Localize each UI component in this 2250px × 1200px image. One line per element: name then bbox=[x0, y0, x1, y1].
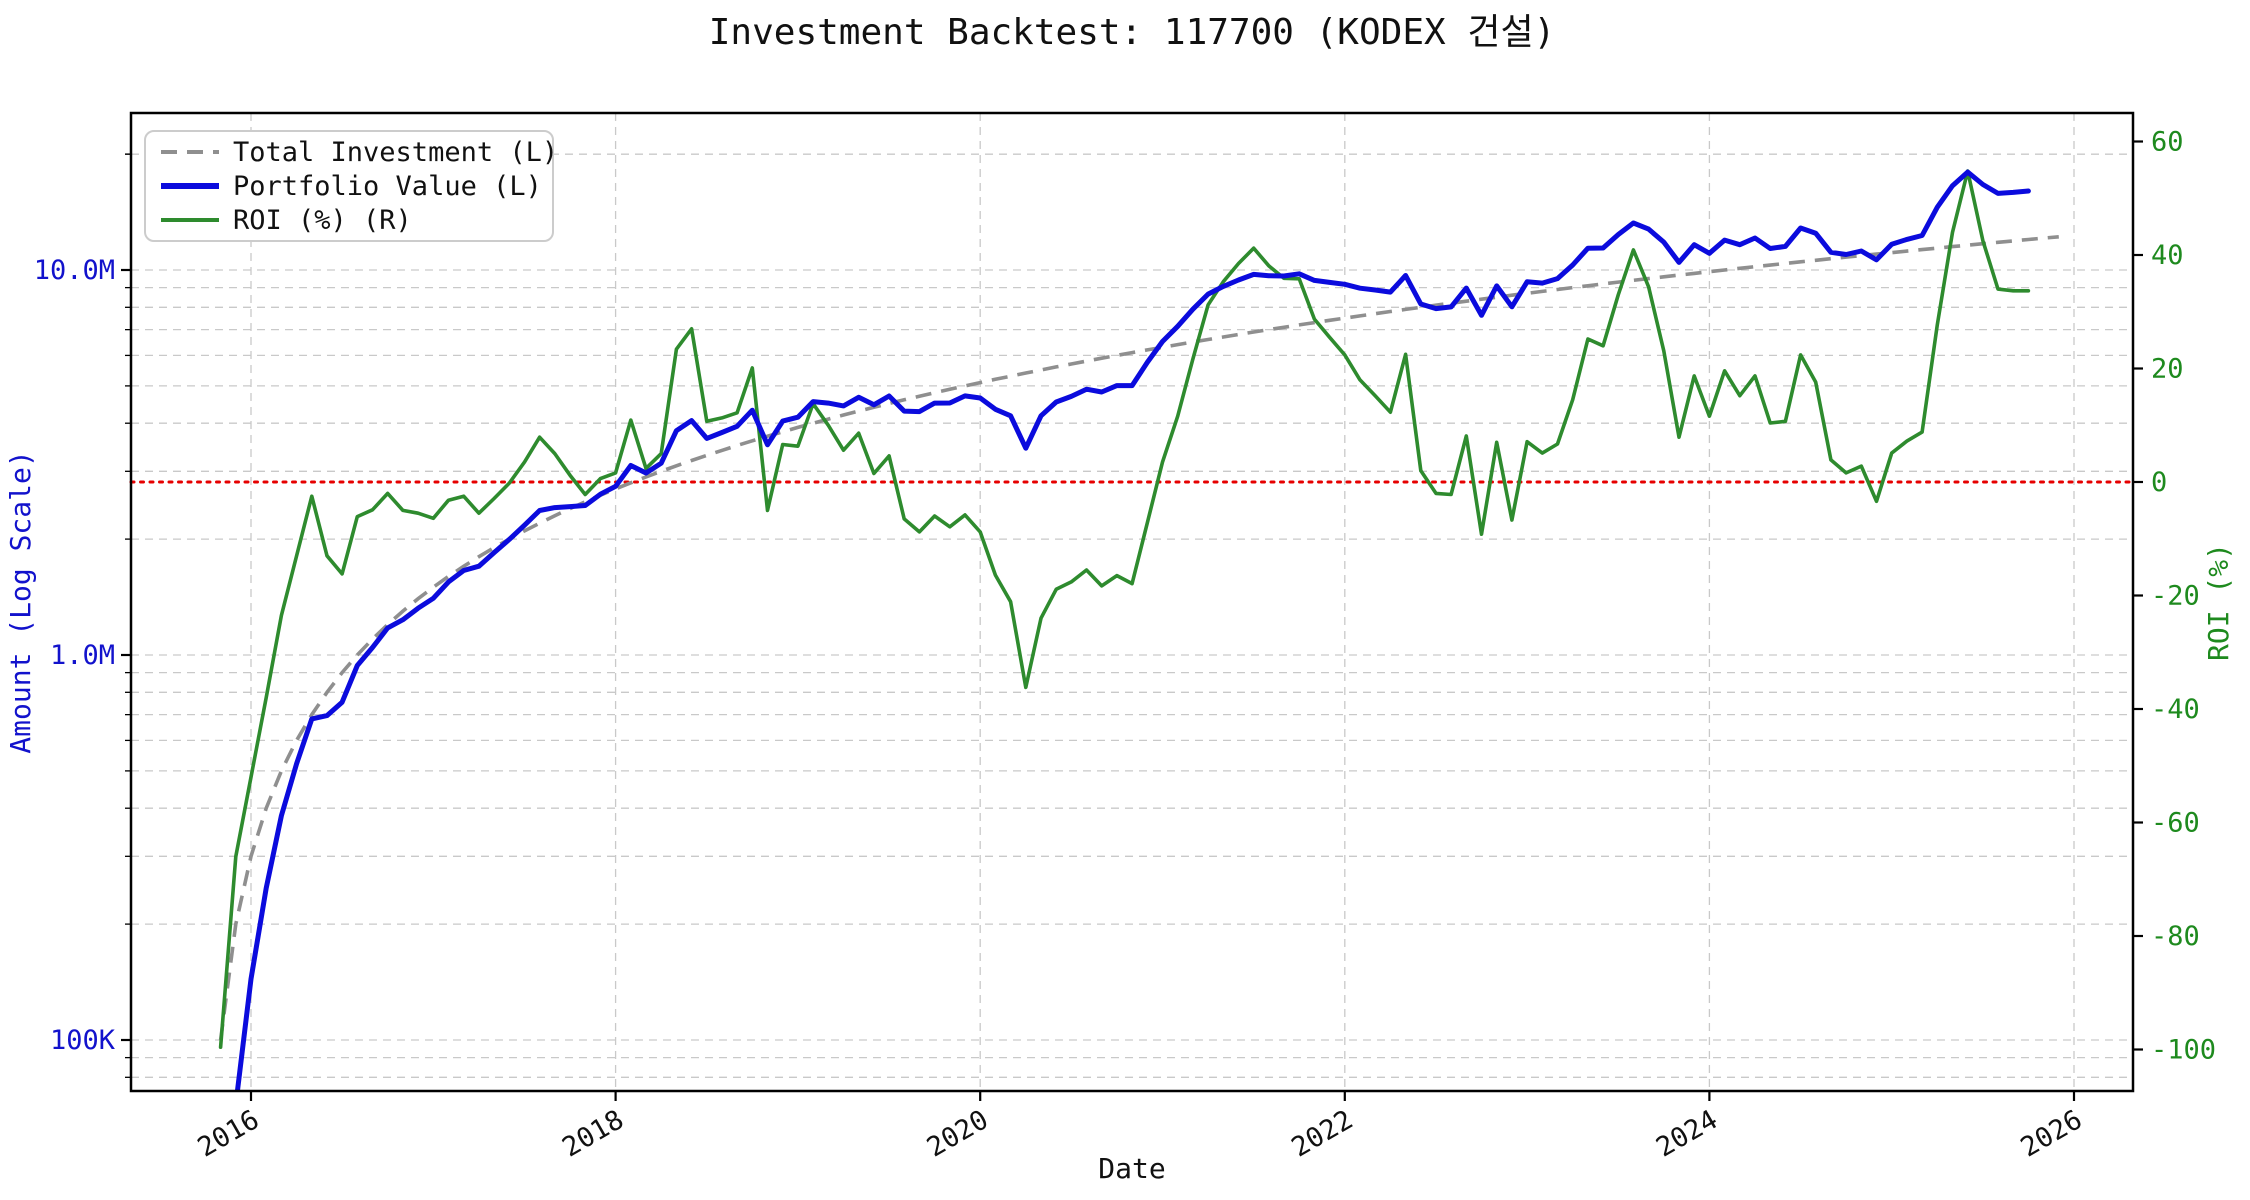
right-tick-40: 40 bbox=[2151, 240, 2184, 271]
x-tick-2018: 2018 bbox=[557, 1104, 629, 1163]
x-tick-2020: 2020 bbox=[922, 1104, 994, 1163]
right-tick-0: 0 bbox=[2151, 467, 2167, 498]
right-tick--20: -20 bbox=[2151, 581, 2200, 612]
plot-frame bbox=[129, 111, 2135, 1093]
legend: Total Investment (L) Portfolio Value (L)… bbox=[144, 130, 558, 242]
right-axis-label: ROI (%) bbox=[2202, 543, 2235, 661]
left-axis-label: Amount (Log Scale) bbox=[4, 450, 37, 753]
data-series bbox=[218, 169, 2059, 1091]
axis-ticks: 100K 1.0M 10.0M 60 40 20 0 -20 -40 -60 -80 -100 2016… bbox=[34, 127, 2216, 1164]
right-tick-60: 60 bbox=[2151, 127, 2184, 158]
x-tick-2016: 2016 bbox=[193, 1104, 265, 1163]
x-tick-2022: 2022 bbox=[1286, 1104, 1358, 1163]
x-axis-label: Date bbox=[1098, 1152, 1165, 1185]
x-tick-2026: 2026 bbox=[2016, 1104, 2088, 1163]
left-tick-1.0M: 1.0M bbox=[50, 640, 115, 671]
right-tick--80: -80 bbox=[2151, 921, 2200, 952]
left-tick-10.0M: 10.0M bbox=[34, 255, 115, 286]
legend-label-portfolio-value: Portfolio Value (L) bbox=[233, 171, 542, 202]
chart-title: Investment Backtest: 117700 (KODEX 건설) bbox=[709, 12, 1556, 53]
right-tick--100: -100 bbox=[2151, 1035, 2216, 1066]
right-tick--40: -40 bbox=[2151, 694, 2200, 725]
right-tick-20: 20 bbox=[2151, 354, 2184, 385]
legend-label-total-investment: Total Investment (L) bbox=[233, 137, 558, 168]
legend-label-roi: ROI (%) (R) bbox=[233, 205, 412, 236]
legend-box bbox=[144, 130, 554, 242]
x-tick-2024: 2024 bbox=[1651, 1104, 1723, 1163]
left-tick-100K: 100K bbox=[50, 1025, 116, 1056]
right-tick--60: -60 bbox=[2151, 808, 2200, 839]
